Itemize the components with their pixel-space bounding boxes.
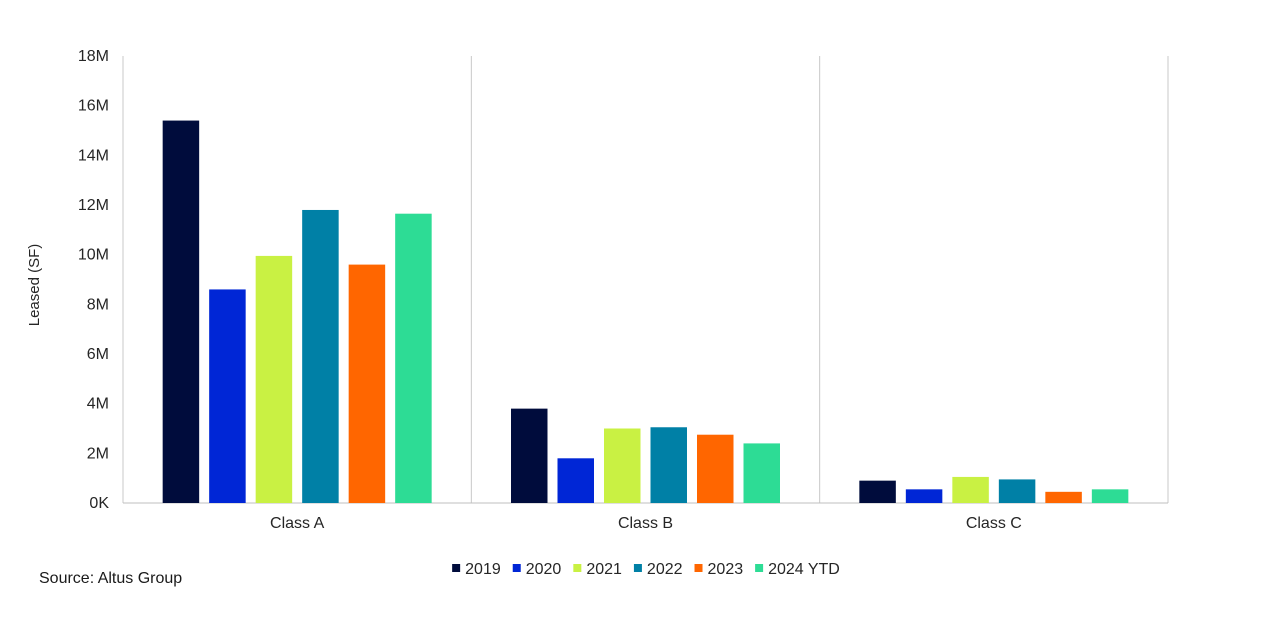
bar-class-a-2021 [255, 255, 293, 503]
y-axis-title: Leased (SF) [26, 244, 43, 327]
bar-class-b-2020 [557, 458, 594, 503]
legend-swatch [755, 564, 764, 572]
x-tick-labels: Class A Class B Class C [270, 515, 1022, 532]
legend-swatch [452, 564, 461, 572]
legend-label: 2022 [647, 561, 683, 578]
bar-class-c-2019 [859, 480, 896, 503]
y-tick-labels: 0K 2M 4M 6M 8M 10M 12M 14M 16M 18M [78, 48, 109, 512]
bar-class-c-2020 [905, 489, 943, 503]
bar-class-a-2019 [162, 120, 200, 504]
legend-label: 2023 [708, 561, 744, 578]
bars [162, 120, 1129, 504]
category-dividers [122, 56, 1169, 503]
bar-class-b-2019 [511, 408, 548, 503]
bar-class-b-2023 [697, 434, 734, 503]
y-tick-label: 16M [78, 98, 109, 115]
bar-class-b-2024-ytd [743, 443, 780, 503]
y-tick-label: 8M [87, 296, 109, 313]
bar-class-a-2024-ytd [395, 213, 432, 504]
legend-label: 2020 [526, 561, 562, 578]
legend-swatch [573, 564, 582, 572]
bar-class-b-2022 [650, 427, 687, 503]
y-tick-label: 0K [89, 495, 109, 512]
bar-class-c-2021 [952, 476, 989, 503]
x-tick-label: Class B [618, 515, 673, 532]
bar-class-c-2022 [998, 479, 1036, 503]
y-tick-label: 6M [87, 346, 109, 363]
x-tick-label: Class A [270, 515, 325, 532]
y-tick-label: 4M [87, 396, 109, 413]
bar-class-a-2022 [302, 209, 339, 503]
legend-label: 2021 [586, 561, 622, 578]
legend-swatch [694, 564, 703, 572]
bar-class-a-2020 [209, 289, 246, 503]
bar-class-c-2023 [1045, 491, 1082, 503]
y-tick-label: 12M [78, 197, 109, 214]
y-tick-label: 14M [78, 147, 109, 164]
bar-class-b-2021 [604, 428, 641, 503]
y-tick-label: 2M [87, 445, 109, 462]
legend: 2019 2020 2021 2022 2023 2024 YTD [452, 561, 840, 578]
y-tick-label: 18M [78, 48, 109, 65]
legend-swatch [512, 564, 521, 572]
x-tick-label: Class C [966, 515, 1022, 532]
source-note: Source: Altus Group [39, 570, 183, 587]
legend-swatch [633, 564, 642, 572]
legend-label: 2019 [465, 561, 501, 578]
bar-class-c-2024-ytd [1091, 489, 1129, 503]
y-tick-label: 10M [78, 247, 109, 264]
legend-label: 2024 YTD [768, 561, 840, 578]
bar-class-a-2023 [348, 264, 386, 503]
